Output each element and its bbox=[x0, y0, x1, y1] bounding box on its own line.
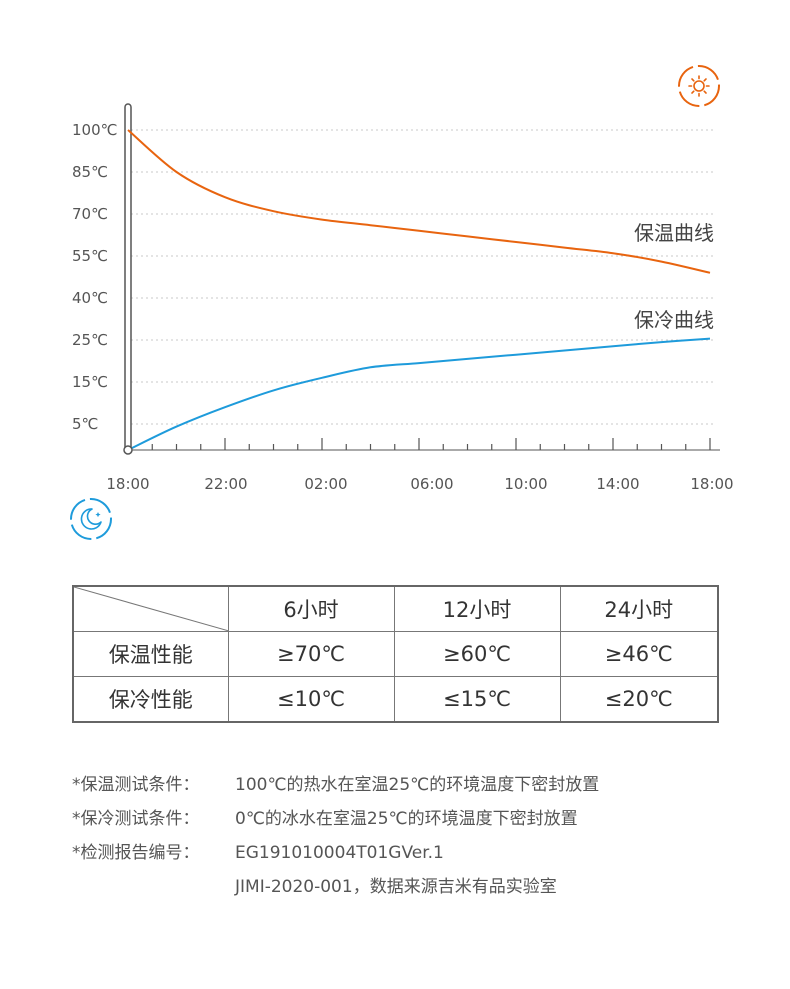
table-corner-cell bbox=[72, 585, 229, 632]
table-cell: ≤15℃ bbox=[393, 676, 561, 723]
grid-lines bbox=[131, 129, 716, 425]
series-layer bbox=[127, 129, 711, 451]
y-tick-label: 40℃ bbox=[72, 289, 108, 307]
y-axis-labels: 100℃ 85℃ 70℃ 55℃ 40℃ 25℃ 15℃ 5℃ bbox=[72, 121, 117, 433]
note-line: *保温测试条件： 100℃的热水在室温25℃的环境温度下密封放置 bbox=[72, 768, 772, 802]
performance-table: 6小时 12小时 24小时 保温性能 ≥70℃ ≥60℃ ≥46℃ 保冷性能 ≤… bbox=[72, 585, 719, 723]
table-cell: ≤10℃ bbox=[227, 676, 395, 723]
table-cell: ≥70℃ bbox=[227, 631, 395, 677]
y-tick-label: 25℃ bbox=[72, 331, 108, 349]
table-row: 保温性能 ≥70℃ ≥60℃ ≥46℃ bbox=[72, 631, 719, 677]
x-tick-label: 18:00 bbox=[106, 475, 149, 493]
cold-curve-line bbox=[127, 337, 711, 451]
table-header-cell: 24小时 bbox=[559, 585, 719, 632]
x-tick-label: 10:00 bbox=[504, 475, 547, 493]
x-tick-label: 18:00 bbox=[690, 475, 733, 493]
y-axis-bar bbox=[124, 103, 132, 451]
table-cell: ≥46℃ bbox=[559, 631, 719, 677]
table-cell: ≤20℃ bbox=[559, 676, 719, 723]
x-tick-label: 02:00 bbox=[304, 475, 347, 493]
note-line: *检测报告编号： EG191010004T01GVer.1 bbox=[72, 836, 772, 870]
sun-icon bbox=[678, 65, 720, 107]
x-axis-ticks bbox=[151, 438, 711, 450]
warm-curve-line bbox=[127, 129, 711, 274]
table-row: 保冷性能 ≤10℃ ≤15℃ ≤20℃ bbox=[72, 676, 719, 723]
note-text: 100℃的热水在室温25℃的环境温度下密封放置 bbox=[235, 775, 600, 795]
test-notes: *保温测试条件： 100℃的热水在室温25℃的环境温度下密封放置 *保冷测试条件：… bbox=[72, 768, 772, 904]
y-tick-label: 5℃ bbox=[72, 415, 98, 433]
table-row-label: 保冷性能 bbox=[72, 676, 229, 723]
note-continuation: JIMI-2020-001，数据来源吉米有品实验室 bbox=[235, 877, 557, 897]
note-text: EG191010004T01GVer.1 bbox=[235, 843, 444, 863]
table-header-row: 6小时 12小时 24小时 bbox=[72, 585, 719, 632]
table-cell: ≥60℃ bbox=[393, 631, 561, 677]
table-header-cell: 12小时 bbox=[393, 585, 561, 632]
y-tick-label: 100℃ bbox=[72, 121, 117, 139]
note-text: 0℃的冰水在室温25℃的环境温度下密封放置 bbox=[235, 809, 578, 829]
note-label: *保冷测试条件： bbox=[72, 809, 200, 829]
x-axis-labels: 18:00 22:00 02:00 06:00 10:00 14:00 18:00 bbox=[106, 475, 733, 493]
x-tick-label: 06:00 bbox=[410, 475, 453, 493]
moon-icon bbox=[70, 498, 112, 540]
table-row-label: 保温性能 bbox=[72, 631, 229, 677]
series-label-warm: 保温曲线 bbox=[634, 221, 714, 245]
y-tick-label: 85℃ bbox=[72, 163, 108, 181]
y-tick-label: 70℃ bbox=[72, 205, 108, 223]
diagonal-line bbox=[74, 587, 229, 631]
y-tick-label: 55℃ bbox=[72, 247, 108, 265]
note-line: *保冷测试条件： 0℃的冰水在室温25℃的环境温度下密封放置 bbox=[72, 802, 772, 836]
origin-marker bbox=[123, 445, 133, 455]
x-tick-label: 22:00 bbox=[204, 475, 247, 493]
note-label: *保温测试条件： bbox=[72, 775, 200, 795]
y-tick-label: 15℃ bbox=[72, 373, 108, 391]
table-header-cell: 6小时 bbox=[227, 585, 395, 632]
temperature-chart: 100℃ 85℃ 70℃ 55℃ 40℃ 25℃ 15℃ 5℃ 18:00 22:00 02:00… bbox=[70, 65, 734, 540]
series-label-cold: 保冷曲线 bbox=[634, 308, 714, 332]
note-label: *检测报告编号： bbox=[72, 843, 200, 863]
x-tick-label: 14:00 bbox=[596, 475, 639, 493]
